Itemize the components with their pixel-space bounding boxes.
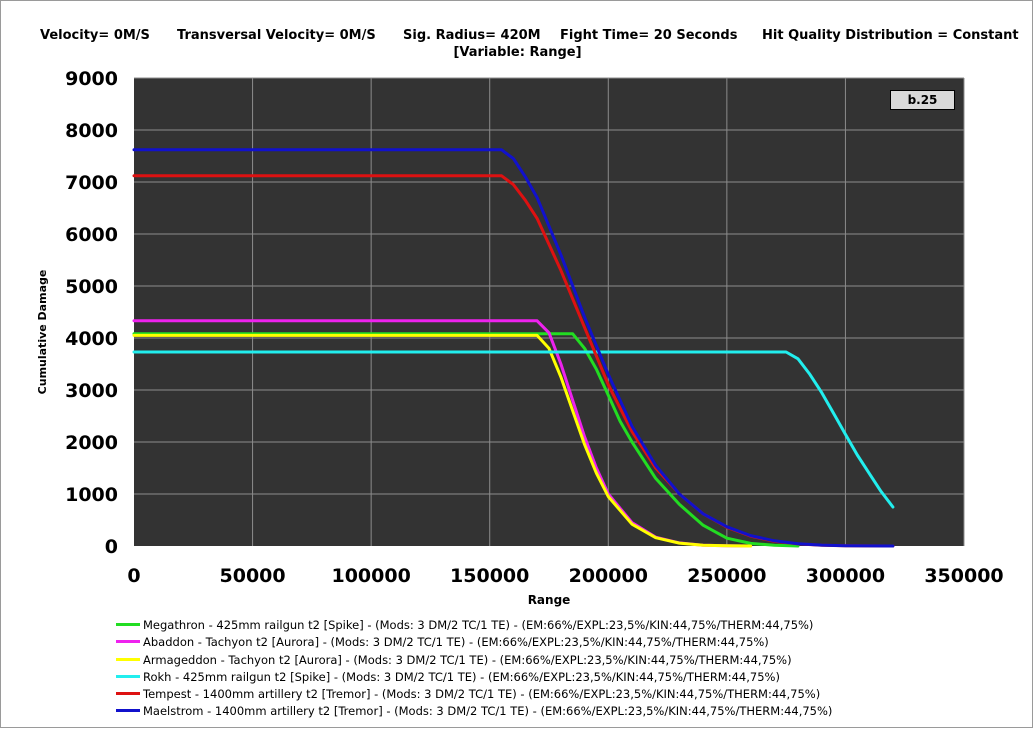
x-tick-label: 250000: [687, 565, 766, 587]
legend-entry: Armageddon - Tachyon t2 [Aurora] - (Mods…: [116, 652, 832, 669]
legend-swatch: [116, 709, 140, 713]
fight-time-param: Fight Time= 20 Seconds: [560, 28, 738, 43]
y-axis-label: Cumulative Damage: [36, 270, 49, 395]
x-tick-label: 350000: [924, 565, 1003, 587]
legend-label: Maelstrom - 1400mm artillery t2 [Tremor]…: [143, 704, 833, 719]
series-line-3: [132, 350, 895, 509]
y-tick-label: 6000: [65, 224, 118, 246]
legend-swatch: [116, 692, 140, 696]
y-tick-label: 5000: [65, 276, 118, 298]
y-axis-ticks: 0 1000 2000 3000 4000 5000 6000 7000 8000 9000: [65, 68, 118, 558]
chart-badge: b.25: [890, 90, 955, 110]
y-tick-label: 4000: [65, 328, 118, 350]
x-tick-label: 300000: [806, 565, 885, 587]
series-line-0: [132, 332, 800, 548]
hit-quality-param: Hit Quality Distribution = Constant: [762, 28, 1019, 43]
x-tick-label: 100000: [331, 565, 410, 587]
y-tick-label: 0: [105, 536, 118, 558]
x-tick-label: 200000: [569, 565, 648, 587]
x-axis-ticks: 0 50000 100000 150000 200000 250000 300000 3500…: [127, 565, 1003, 587]
legend-swatch: [116, 657, 140, 661]
y-tick-label: 1000: [65, 484, 118, 506]
legend-entry: Tempest - 1400mm artillery t2 [Tremor] -…: [116, 686, 832, 703]
legend-entry: Abaddon - Tachyon t2 [Aurora] - (Mods: 3…: [116, 634, 832, 651]
sig-radius-param: Sig. Radius= 420M: [403, 28, 541, 43]
chart-legend: Megathron - 425mm railgun t2 [Spike] - (…: [116, 617, 832, 721]
legend-swatch: [116, 623, 140, 626]
legend-label: Megathron - 425mm railgun t2 [Spike] - (…: [143, 618, 814, 632]
x-tick-label: 0: [127, 565, 140, 587]
legend-label: Armageddon - Tachyon t2 [Aurora] - (Mods…: [143, 652, 792, 667]
y-tick-label: 7000: [65, 172, 118, 194]
legend-swatch: [116, 674, 140, 678]
y-tick-label: 2000: [65, 432, 118, 454]
legend-label: Rokh - 425mm railgun t2 [Spike] - (Mods:…: [143, 669, 780, 684]
variable-label: [Variable: Range]: [453, 45, 582, 60]
x-tick-label: 150000: [450, 565, 529, 587]
legend-label: Tempest - 1400mm artillery t2 [Tremor] -…: [143, 687, 821, 702]
x-tick-label: 50000: [220, 565, 286, 587]
grid-lines: [134, 77, 965, 546]
legend-entry: Rokh - 425mm railgun t2 [Spike] - (Mods:…: [116, 669, 832, 686]
chart-parameters: Velocity= 0M/S Transversal Velocity= 0M/…: [0, 28, 1035, 118]
y-tick-label: 8000: [65, 120, 118, 142]
legend-entry: Maelstrom - 1400mm artillery t2 [Tremor]…: [116, 703, 832, 720]
velocity-param: Velocity= 0M/S: [40, 28, 150, 43]
y-tick-label: 9000: [65, 68, 118, 90]
legend-entry: Megathron - 425mm railgun t2 [Spike] - (…: [116, 617, 832, 634]
y-tick-label: 3000: [65, 380, 118, 402]
transversal-velocity-param: Transversal Velocity= 0M/S: [177, 28, 376, 43]
legend-label: Abaddon - Tachyon t2 [Aurora] - (Mods: 3…: [143, 635, 769, 650]
legend-swatch: [116, 640, 140, 644]
plot-area: [134, 78, 964, 546]
x-axis-label: Range: [528, 593, 571, 607]
series-lines: [132, 148, 895, 548]
series-line-5: [132, 148, 895, 548]
